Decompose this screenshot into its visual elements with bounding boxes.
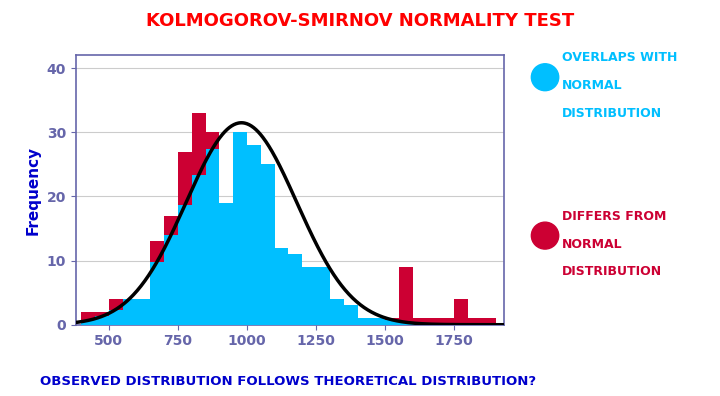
Bar — [274, 248, 289, 325]
Bar — [427, 324, 441, 325]
Bar — [122, 299, 136, 325]
Bar — [122, 299, 136, 325]
Bar — [316, 267, 330, 325]
Bar — [482, 318, 495, 325]
Bar — [330, 299, 343, 325]
Text: OVERLAPS WITH: OVERLAPS WITH — [562, 51, 677, 65]
Bar — [413, 318, 427, 325]
Bar — [343, 305, 358, 325]
Y-axis label: Frequency: Frequency — [26, 145, 41, 235]
Bar — [385, 320, 399, 325]
Bar — [109, 310, 122, 325]
Bar — [261, 164, 274, 325]
Bar — [330, 299, 343, 325]
Text: DISTRIBUTION: DISTRIBUTION — [562, 107, 662, 120]
Bar — [233, 132, 247, 325]
Bar — [274, 248, 289, 325]
Bar — [150, 262, 164, 325]
Bar — [247, 145, 261, 325]
Text: KOLMOGOROV-SMIRNOV NORMALITY TEST: KOLMOGOROV-SMIRNOV NORMALITY TEST — [146, 12, 574, 30]
Bar — [454, 299, 468, 325]
Bar — [233, 132, 247, 325]
Bar — [136, 299, 150, 325]
Bar — [399, 322, 413, 325]
Text: NORMAL: NORMAL — [562, 238, 622, 251]
Bar — [413, 324, 427, 325]
Bar — [81, 312, 95, 325]
Bar — [441, 318, 454, 325]
Bar — [343, 305, 358, 325]
Bar — [192, 113, 205, 325]
Bar — [302, 267, 316, 325]
Bar — [385, 318, 399, 325]
Bar — [136, 299, 150, 325]
Bar — [427, 318, 441, 325]
Bar — [150, 242, 164, 325]
Bar — [316, 267, 330, 325]
Bar — [220, 203, 233, 325]
Bar — [468, 318, 482, 325]
Text: OBSERVED DISTRIBUTION FOLLOWS THEORETICAL DISTRIBUTION?: OBSERVED DISTRIBUTION FOLLOWS THEORETICA… — [40, 375, 536, 388]
Text: DIFFERS FROM: DIFFERS FROM — [562, 210, 666, 223]
Bar — [247, 145, 261, 325]
Bar — [302, 267, 316, 325]
Bar — [372, 318, 385, 325]
Bar — [81, 320, 95, 325]
Text: NORMAL: NORMAL — [562, 79, 622, 92]
Bar — [95, 312, 109, 325]
Bar — [220, 203, 233, 325]
Bar — [192, 175, 205, 325]
Bar — [399, 267, 413, 325]
Bar — [164, 235, 178, 325]
Text: DISTRIBUTION: DISTRIBUTION — [562, 265, 662, 278]
Bar — [205, 149, 220, 325]
Bar — [109, 299, 122, 325]
Bar — [95, 316, 109, 325]
Bar — [289, 254, 302, 325]
Bar — [358, 318, 372, 325]
Bar — [164, 216, 178, 325]
Bar — [261, 164, 274, 325]
Bar — [289, 254, 302, 325]
Bar — [358, 318, 372, 325]
Bar — [205, 132, 220, 325]
Bar — [178, 152, 192, 325]
Bar — [178, 205, 192, 325]
Bar — [372, 318, 385, 325]
